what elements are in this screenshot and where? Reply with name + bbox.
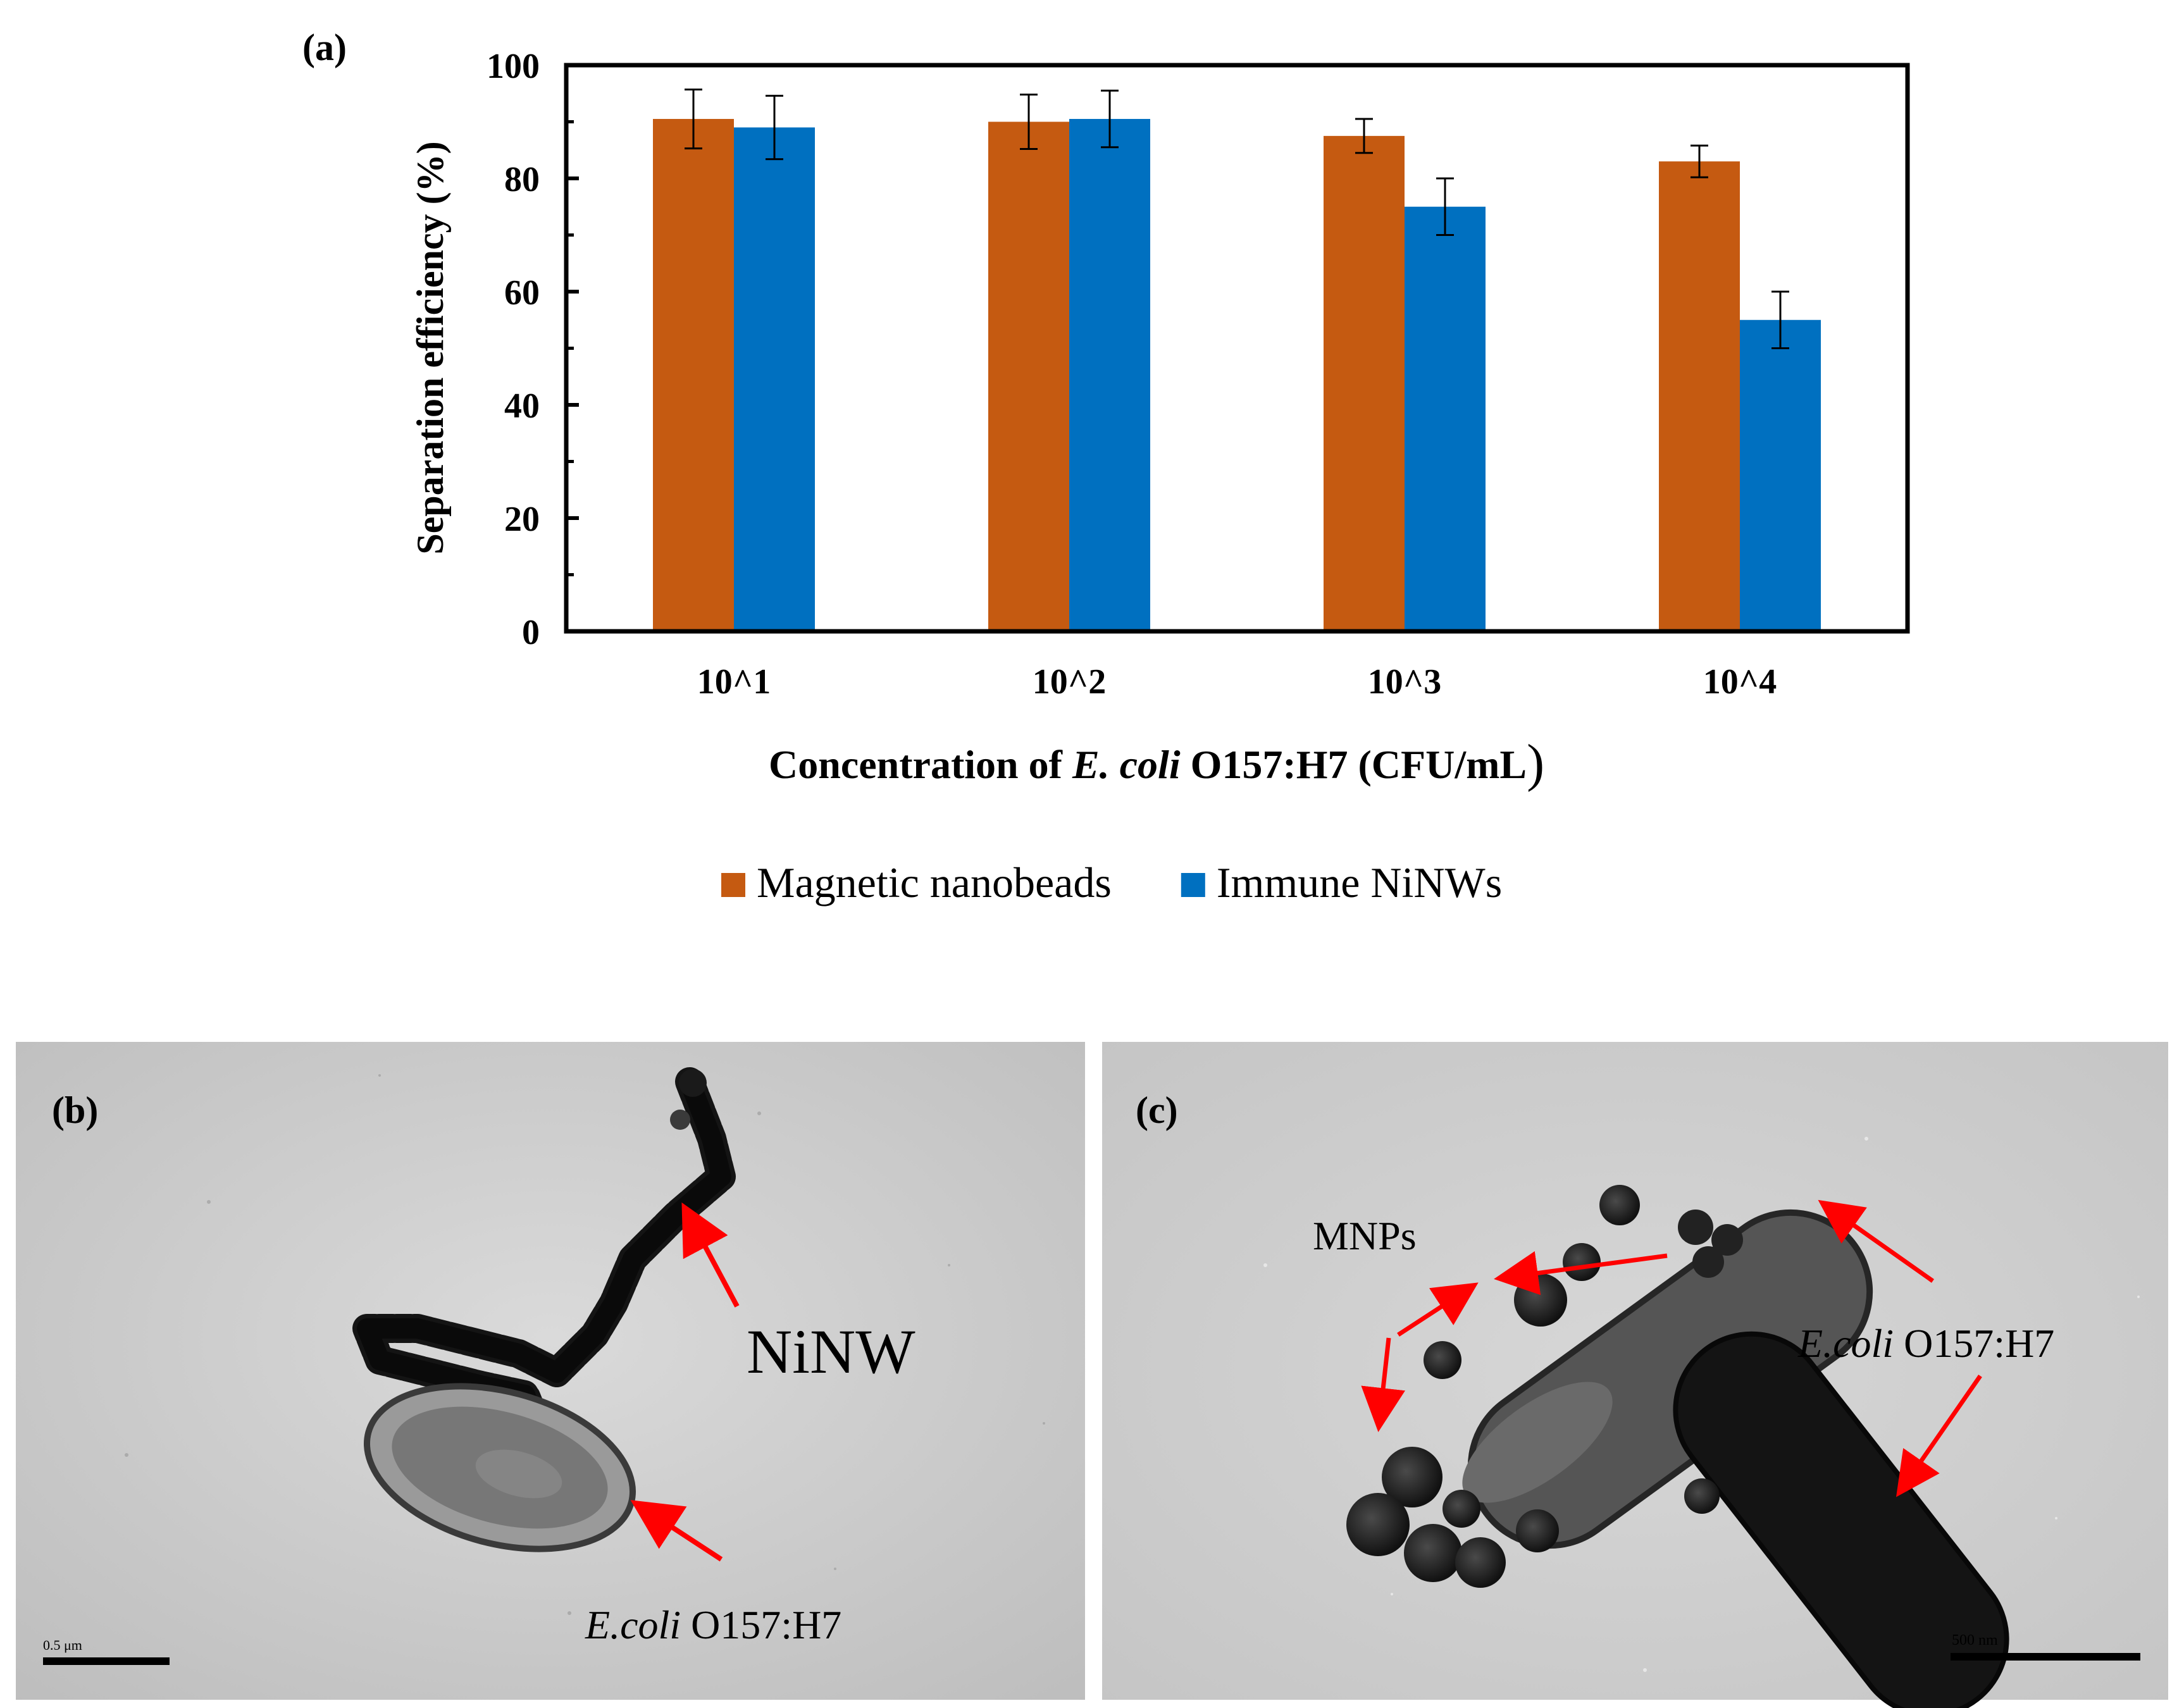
- legend-label: Immune NiNWs: [1217, 858, 1502, 907]
- y-tick-label: 80: [504, 160, 540, 199]
- tem-b-speckles: [125, 1074, 1045, 1615]
- x-axis-tick-labels: 10^1 10^2 10^3 10^4: [697, 662, 1777, 702]
- arrow-mnp-2: [1397, 1282, 1479, 1337]
- panel-a-label: (a): [302, 27, 347, 68]
- scale-bar-b: [43, 1657, 170, 1665]
- y-tick-label: 60: [504, 273, 540, 313]
- error-bars: [685, 88, 1789, 349]
- plot-frame: [564, 63, 1910, 634]
- scale-bar-label-c: 500 nm: [1952, 1632, 1998, 1649]
- bars: [653, 119, 1821, 631]
- x-axis-label: Concentration of E. coli O157:H7 (CFU/mL…: [769, 734, 1544, 793]
- x-tick-label: 10^3: [1368, 662, 1442, 702]
- bar-immune-ninws: [1405, 206, 1486, 631]
- scale-bar-c: [1951, 1653, 2140, 1661]
- arrow-mnp-3: [1361, 1337, 1405, 1432]
- y-tick-label: 100: [487, 47, 540, 86]
- arrow-ecoli-c-1: [1818, 1199, 1935, 1283]
- ecoli-annotation-c: E.coli O157:H7: [1797, 1321, 2054, 1366]
- arrow-ecoli-c-2: [1896, 1375, 1982, 1497]
- arrow-to-ecoli-b: [630, 1500, 723, 1562]
- bar-magnetic-nanobeads: [988, 121, 1069, 631]
- ecoli-bacterium-b: [364, 1383, 636, 1552]
- y-tick-label: 0: [522, 613, 540, 652]
- y-axis-label: Separation efficiency (%): [409, 141, 451, 554]
- tem-c-speckles: [1263, 1137, 2140, 1672]
- magnetic-nanoparticles: [1346, 1185, 1720, 1588]
- x-tick-label: 10^2: [1033, 662, 1107, 702]
- scale-bar-label-b: 0.5 μm: [43, 1637, 82, 1653]
- panel-a-bar-chart: (a) 0 20 40 60 80 100 10^1 10^2 10^3 10^4 Separa…: [302, 27, 1910, 907]
- arrow-mnp-1: [1494, 1251, 1668, 1296]
- panel-b-label: (b): [52, 1089, 98, 1131]
- ecoli-bacterium-c-1: [1462, 1209, 1873, 1549]
- y-tick-label: 20: [504, 500, 540, 539]
- y-tick-label: 40: [504, 387, 540, 426]
- ninw-annotation: NiNW: [747, 1316, 915, 1387]
- bar-immune-ninws: [1069, 119, 1150, 631]
- bar-magnetic-nanobeads: [1659, 161, 1740, 631]
- legend-label: Magnetic nanobeads: [757, 858, 1112, 907]
- nickel-nanowire: [352, 1067, 736, 1425]
- panel-c-tem-image: (c) MNPs E.coli O157:H7 500 nm: [1102, 1042, 2168, 1708]
- bar-magnetic-nanobeads: [653, 119, 734, 631]
- mnps-annotation: MNPs: [1313, 1213, 1417, 1258]
- bar-immune-ninws: [1740, 319, 1821, 631]
- arrow-to-nanowire: [681, 1202, 740, 1308]
- y-axis-ticks: 0 20 40 60 80 100: [487, 47, 579, 652]
- panel-c-label: (c): [1136, 1089, 1178, 1131]
- bar-immune-ninws: [734, 127, 815, 631]
- x-tick-label: 10^1: [697, 662, 771, 702]
- x-tick-label: 10^4: [1703, 662, 1777, 702]
- legend: Magnetic nanobeads Immune NiNWs: [721, 858, 1502, 907]
- panel-b-tem-image: (b) NiNW E.coli O157:H7 0.5 μm: [16, 1042, 1085, 1700]
- ecoli-annotation-b: E.coli O157:H7: [585, 1602, 841, 1647]
- bar-magnetic-nanobeads: [1324, 135, 1405, 631]
- legend-swatch: [1181, 873, 1205, 897]
- legend-swatch: [721, 873, 745, 897]
